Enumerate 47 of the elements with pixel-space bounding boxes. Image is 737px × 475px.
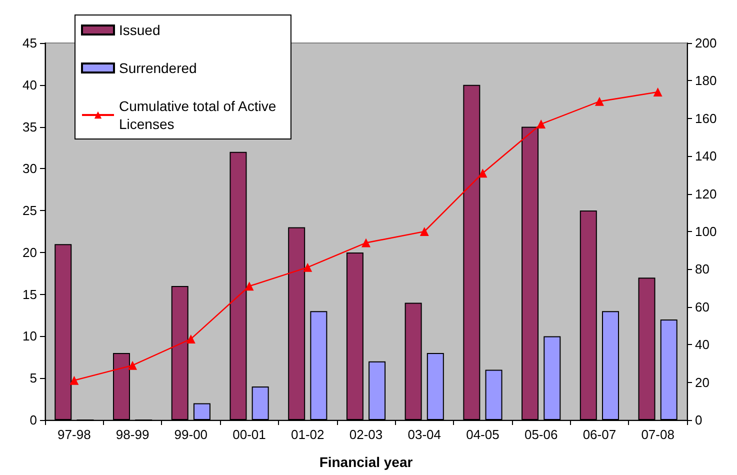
- y2-tick-label: 60: [695, 299, 710, 314]
- point: [303, 262, 312, 272]
- y-tick-label: 20: [22, 244, 37, 260]
- y-tick-label: 30: [22, 161, 37, 176]
- y-tick-label: 0: [30, 412, 37, 428]
- x-tick-label: 98-99: [116, 427, 150, 442]
- y-tick-label: 40: [22, 77, 37, 92]
- y2-tick-label: 160: [695, 110, 717, 126]
- y-tick-label: 45: [22, 36, 37, 50]
- y2-tick-label: 100: [695, 224, 717, 239]
- point: [653, 88, 662, 97]
- x-tick-label: 97-98: [58, 427, 91, 442]
- x-tick-label: 02-03: [349, 427, 383, 442]
- x-tick-label: 01-02: [291, 427, 324, 442]
- x-tick-label: 07-08: [641, 427, 674, 442]
- point: [478, 168, 488, 178]
- y2-tick-label: 0: [695, 412, 702, 428]
- y2-tick-label: 200: [695, 36, 717, 50]
- y-tick-label: 35: [22, 119, 37, 134]
- x-tick-label: 00-01: [232, 427, 266, 442]
- legend-label: Surrendered: [119, 60, 197, 76]
- point: [70, 376, 79, 385]
- x-tick-label: 99-00: [174, 427, 208, 442]
- point: [128, 360, 138, 370]
- x-tick-label: 06-07: [582, 427, 616, 442]
- x-axis-title: Financial year: [319, 454, 414, 470]
- point: [420, 227, 429, 236]
- y-tick-label: 10: [22, 328, 37, 344]
- legend-label: Cumulative total of Active Licenses: [119, 98, 276, 132]
- y2-tick-label: 120: [695, 186, 717, 202]
- y-tick-label: 25: [22, 203, 37, 218]
- x-tick-label: 04-05: [466, 427, 500, 442]
- y2-tick-label: 180: [695, 73, 717, 88]
- y2-tick-label: 80: [695, 262, 710, 277]
- x-tick-label: 05-06: [524, 427, 558, 442]
- x-tick-label: 03-04: [408, 427, 441, 442]
- point: [536, 120, 546, 129]
- y-tick-label: 15: [22, 286, 37, 302]
- y2-tick-label: 40: [695, 337, 710, 352]
- point: [186, 334, 196, 344]
- legend-label: Issued: [119, 22, 160, 38]
- point: [594, 96, 604, 106]
- y2-tick-label: 140: [695, 148, 717, 164]
- y-tick-label: 5: [30, 370, 37, 386]
- point: [244, 282, 254, 291]
- point: [362, 238, 370, 248]
- y2-tick-label: 20: [695, 374, 710, 390]
